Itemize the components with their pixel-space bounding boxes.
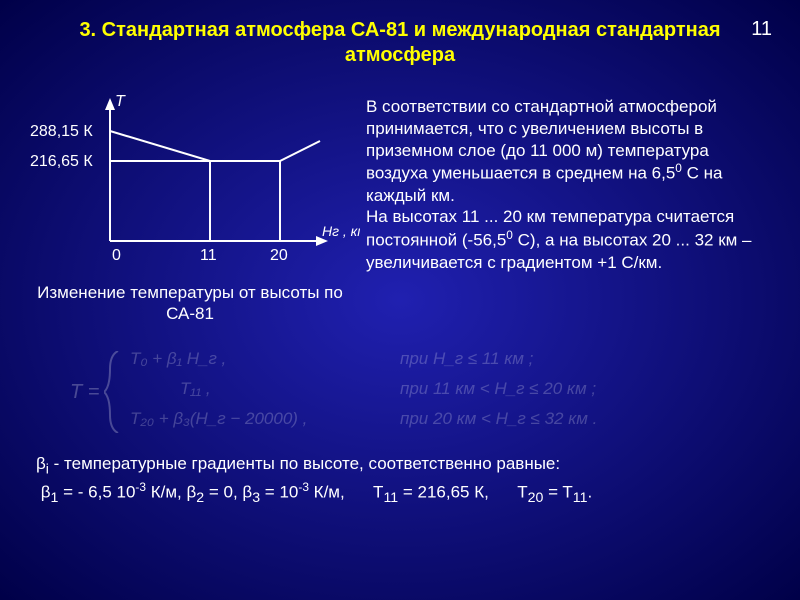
page-number: 11	[751, 18, 772, 41]
x-tick-2: 20	[270, 247, 288, 264]
formula-row-2-expr: T₂₀ + β₃(H_г − 20000) ,	[130, 409, 307, 429]
brace-icon	[104, 351, 122, 433]
chart-caption: Изменение температуры от высоты по СА-81	[20, 276, 360, 325]
x-tick-0: 0	[112, 247, 121, 264]
formula-row-2-cond: при 20 км < H_г ≤ 32 км .	[400, 409, 597, 429]
content-row: T Нг , км 288,15 К 216,65 К 0 11 20 Изме…	[0, 76, 800, 325]
x-tick-1: 11	[200, 247, 217, 264]
chart-box: T Нг , км 288,15 К 216,65 К 0 11 20 Изме…	[20, 86, 360, 325]
slide-title: 3. Стандартная атмосфера СА-81 и междуна…	[0, 0, 800, 76]
y-tick-0: 288,15 К	[30, 123, 93, 140]
temperature-chart: T Нг , км 288,15 К 216,65 К 0 11 20	[20, 86, 360, 276]
formula-lhs: T =	[70, 381, 99, 404]
formula-row-0-cond: при H_г ≤ 11 км ;	[400, 349, 533, 369]
body-paragraph: В соответствии со стандартной атмосферой…	[360, 86, 780, 325]
y-axis-label: T	[115, 93, 126, 110]
footer-text: βi - температурные градиенты по высоте, …	[0, 445, 800, 509]
formula-row-1-cond: при 11 км < H_г ≤ 20 км ;	[400, 379, 596, 399]
x-axis-label: Нг , км	[322, 223, 360, 239]
formula-block: T = T₀ + β₁ H_г , при H_г ≤ 11 км ; T₁₁ …	[0, 325, 800, 445]
y-tick-1: 216,65 К	[30, 153, 93, 170]
formula-row-1-expr: T₁₁ ,	[180, 379, 211, 399]
formula-row-0-expr: T₀ + β₁ H_г ,	[130, 349, 226, 369]
